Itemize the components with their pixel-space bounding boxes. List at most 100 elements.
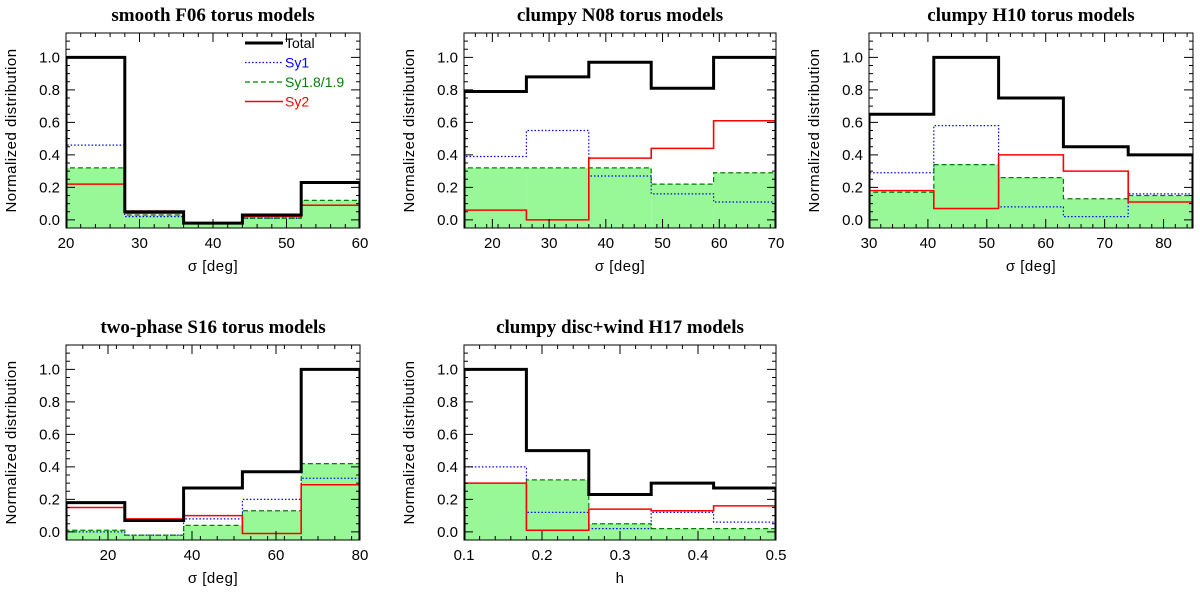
y-tick-label: 0.2: [437, 491, 458, 508]
series-line-total: [464, 367, 776, 540]
x-axis-label: σ [deg]: [595, 258, 645, 275]
series-line-sy1: [464, 129, 776, 228]
x-axis-label: h: [616, 570, 625, 587]
y-tick-label: 1.0: [39, 361, 60, 378]
x-axis-label: σ [deg]: [1006, 258, 1056, 275]
x-tick-label: 40: [597, 235, 614, 252]
x-tick-label: 0.5: [766, 547, 787, 564]
bar-fill-sy1.8-1.9: [651, 528, 714, 540]
x-tick-label: 40: [184, 547, 201, 564]
series-line-sy1-8-1-9: [464, 167, 776, 228]
x-tick-label: 0.3: [610, 547, 631, 564]
y-axis-label: Normalized distribution: [401, 360, 418, 524]
series-line-sy1: [464, 466, 776, 540]
x-tick-label: 60: [1037, 235, 1054, 252]
bar-fill-sy1.8-1.9: [588, 167, 652, 228]
y-tick-label: 0.6: [842, 114, 863, 131]
bar-fill-sy1.8-1.9: [526, 167, 589, 228]
bar-fill-sy1.8-1.9: [183, 525, 243, 540]
bar-fill-sy1.8-1.9: [998, 177, 1064, 228]
x-tick-label: 60: [268, 547, 285, 564]
x-axis-label: σ [deg]: [188, 570, 238, 587]
legend-label-sy2: Sy2: [285, 94, 309, 110]
panel-1: smooth F06 torus models 0.0 0.2 0.4 0.6 0.8 1.…: [3, 5, 368, 275]
y-tick-label: 0.4: [39, 147, 60, 164]
legend-label-sy18: Sy1.8/1.9: [285, 74, 344, 90]
plot-area: [66, 367, 360, 540]
series-line-sy1: [66, 477, 360, 540]
y-tick-label: 0.8: [39, 394, 60, 411]
legend-label-sy1: Sy1: [285, 55, 309, 71]
y-tick-label: 0.8: [437, 394, 458, 411]
x-tick-label: 50: [654, 235, 671, 252]
y-tick-label: 0.6: [39, 426, 60, 443]
bar-fill-sy1.8-1.9: [464, 167, 527, 228]
y-tick-label: 1.0: [437, 49, 458, 66]
legend: Total Sy1 Sy1.8/1.9 Sy2: [245, 35, 344, 110]
panel-title: clumpy H10 torus models: [927, 5, 1134, 26]
y-tick-label: 0.0: [39, 524, 60, 541]
panel-5: clumpy disc+wind H17 models 0.0 0.2 0.4 0.6 0…: [401, 317, 786, 587]
panel-3: clumpy H10 torus models 0.0 0.2 0.4 0.6 0.8 1.…: [806, 5, 1194, 275]
x-tick-label: 70: [768, 235, 785, 252]
panel-title: clumpy disc+wind H17 models: [496, 317, 744, 338]
y-tick-label: 0.6: [437, 114, 458, 131]
x-tick-label: 20: [58, 235, 75, 252]
bar-fill-sy1.8-1.9: [1063, 198, 1129, 228]
x-tick-label: 40: [920, 235, 937, 252]
y-tick-label: 0.2: [39, 491, 60, 508]
y-tick-label: 0.0: [437, 212, 458, 229]
x-tick-label: 20: [484, 235, 501, 252]
series-line-sy1-8-1-9: [66, 463, 360, 540]
x-tick-label: 60: [711, 235, 728, 252]
panel-2: clumpy N08 torus models 0.0 0.2 0.4 0.6 0.8 1.…: [401, 5, 784, 275]
x-tick-label: 70: [1096, 235, 1113, 252]
plot-area: [464, 367, 776, 540]
series-line-sy1: [869, 125, 1193, 228]
bar-fill-sy1.8-1.9: [713, 528, 776, 540]
x-axis-label: σ [deg]: [188, 258, 238, 275]
bar-fill-sy1.8-1.9: [1128, 195, 1193, 228]
y-tick-label: 0.2: [437, 179, 458, 196]
x-tick-label: 0.1: [454, 547, 475, 564]
series-line-sy2: [869, 154, 1193, 228]
y-axis-label: Normalized distribution: [806, 48, 823, 212]
x-tick-label: 80: [352, 547, 369, 564]
bar-fill-sy1.8-1.9: [713, 172, 776, 228]
y-tick-label: 1.0: [842, 49, 863, 66]
series-line-sy1-8-1-9: [869, 164, 1193, 228]
y-axis-label: Normalized distribution: [3, 360, 20, 524]
series-line-total: [869, 55, 1193, 228]
series-line-total: [464, 55, 776, 228]
y-tick-label: 0.6: [437, 426, 458, 443]
x-tick-label: 0.4: [688, 547, 709, 564]
y-tick-label: 0.8: [842, 82, 863, 99]
bar-fill-sy1.8-1.9: [933, 164, 999, 228]
bar-fill-sy1.8-1.9: [464, 483, 527, 540]
y-tick-label: 0.4: [437, 459, 458, 476]
bar-fill-sy1.8-1.9: [242, 510, 302, 540]
panel-title: clumpy N08 torus models: [517, 5, 723, 26]
y-axis-label: Normalized distribution: [3, 48, 20, 212]
y-tick-label: 0.2: [39, 179, 60, 196]
y-tick-label: 0.4: [39, 459, 60, 476]
panel-title: smooth F06 torus models: [111, 5, 314, 26]
y-tick-label: 0.0: [437, 524, 458, 541]
x-tick-label: 30: [541, 235, 558, 252]
bar-fill-sy1.8-1.9: [301, 463, 360, 540]
plot-area: [869, 55, 1193, 228]
series-line-total: [66, 367, 360, 540]
panel-4: two-phase S16 torus models 0.0 0.2 0.4 0.6 0.…: [3, 317, 368, 587]
y-tick-label: 0.4: [842, 147, 863, 164]
bar-fill-sy1.8-1.9: [66, 167, 125, 228]
y-tick-label: 1.0: [437, 361, 458, 378]
x-tick-label: 20: [100, 547, 117, 564]
y-tick-label: 0.0: [842, 212, 863, 229]
y-tick-label: 0.8: [39, 82, 60, 99]
bar-fill-sy1.8-1.9: [124, 535, 184, 540]
panel-title: two-phase S16 torus models: [100, 317, 325, 338]
x-tick-label: 30: [861, 235, 878, 252]
y-tick-label: 0.6: [39, 114, 60, 131]
y-axis-label: Normalized distribution: [401, 48, 418, 212]
